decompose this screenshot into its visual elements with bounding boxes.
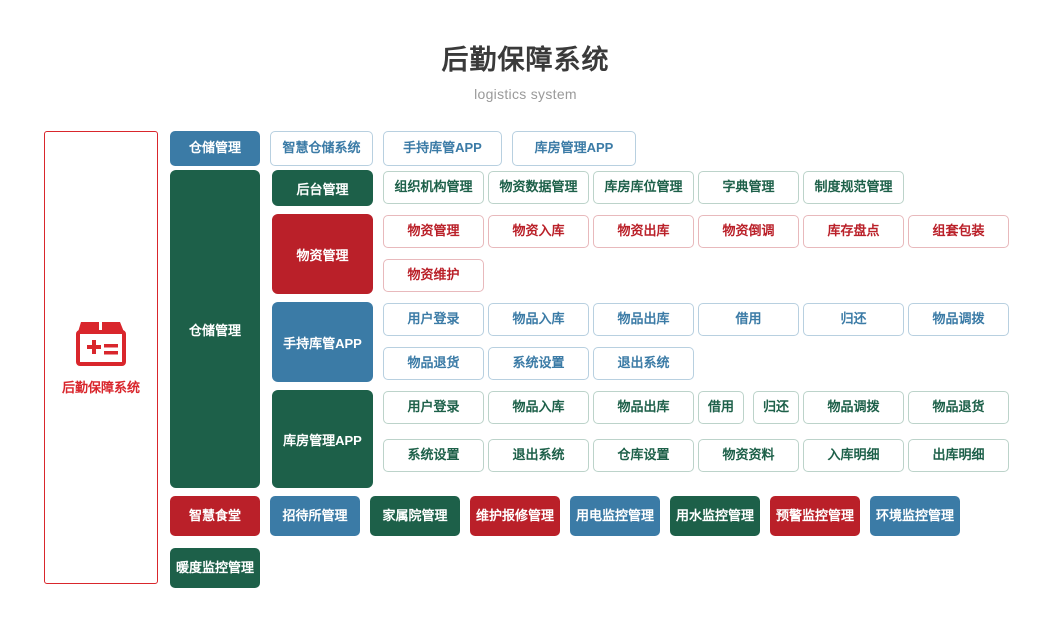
bottom-item-0-5[interactable]: 用水监控管理 (670, 496, 760, 536)
item-s3-r0-c2[interactable]: 物品出库 (593, 391, 694, 424)
item-s3-r0-c6[interactable]: 物品退货 (908, 391, 1009, 424)
item-s3-r1-c3[interactable]: 物资资料 (698, 439, 799, 472)
item-s2-r0-c4[interactable]: 归还 (803, 303, 904, 336)
item-s2-r0-c3[interactable]: 借用 (698, 303, 799, 336)
item-s2-r1-c2[interactable]: 退出系统 (593, 347, 694, 380)
bottom-item-0-6[interactable]: 预警监控管理 (770, 496, 860, 536)
item-s2-r0-c0[interactable]: 用户登录 (383, 303, 484, 336)
item-s3-r0-c3[interactable]: 借用 (698, 391, 744, 424)
item-s1-r0-c3[interactable]: 物资倒调 (698, 215, 799, 248)
bottom-item-1-0[interactable]: 暖度监控管理 (170, 548, 260, 588)
bottom-item-0-0[interactable]: 智慧食堂 (170, 496, 260, 536)
item-s0-r0-c2[interactable]: 库房库位管理 (593, 171, 694, 204)
item-s1-r1-c0[interactable]: 物资维护 (383, 259, 484, 292)
item-s3-r1-c5[interactable]: 出库明细 (908, 439, 1009, 472)
item-s1-r0-c2[interactable]: 物资出库 (593, 215, 694, 248)
top-row: 仓储管理 智慧仓储系统 手持库管APP 库房管理APP (170, 131, 636, 166)
brand-label: 后勤保障系统 (61, 380, 140, 395)
page-subtitle: logistics system (474, 86, 577, 102)
item-s2-r0-c5[interactable]: 物品调拨 (908, 303, 1009, 336)
item-s1-r0-c1[interactable]: 物资入库 (488, 215, 589, 248)
bottom-item-0-2[interactable]: 家属院管理 (370, 496, 460, 536)
item-s0-r0-c4[interactable]: 制度规范管理 (803, 171, 904, 204)
item-s3-r1-c0[interactable]: 系统设置 (383, 439, 484, 472)
group-column-storage[interactable]: 仓储管理 (170, 170, 260, 488)
item-s3-r1-c4[interactable]: 入库明细 (803, 439, 904, 472)
item-s1-r0-c4[interactable]: 库存盘点 (803, 215, 904, 248)
page-header: 后勤保障系统 logistics system (0, 0, 1051, 102)
item-s2-r0-c1[interactable]: 物品入库 (488, 303, 589, 336)
supply-box-icon (75, 319, 127, 367)
bottom-item-0-4[interactable]: 用电监控管理 (570, 496, 660, 536)
bottom-row-1: 暖度监控管理 (170, 548, 260, 588)
top-row-head[interactable]: 仓储管理 (170, 131, 260, 166)
page-title: 后勤保障系统 (441, 45, 610, 75)
item-s1-r0-c0[interactable]: 物资管理 (383, 215, 484, 248)
bottom-item-0-7[interactable]: 环境监控管理 (870, 496, 960, 536)
item-s3-r1-c1[interactable]: 退出系统 (488, 439, 589, 472)
item-s1-r0-c5[interactable]: 组套包装 (908, 215, 1009, 248)
item-s3-r0-c0[interactable]: 用户登录 (383, 391, 484, 424)
bottom-item-0-3[interactable]: 维护报修管理 (470, 496, 560, 536)
top-row-item-1[interactable]: 手持库管APP (383, 131, 502, 166)
bottom-item-0-1[interactable]: 招待所管理 (270, 496, 360, 536)
brand-panel: 后勤保障系统 (44, 131, 158, 584)
item-s3-r0-c1[interactable]: 物品入库 (488, 391, 589, 424)
section-label-3[interactable]: 库房管理APP (272, 390, 373, 488)
item-s0-r0-c1[interactable]: 物资数据管理 (488, 171, 589, 204)
item-s3-r0-c4[interactable]: 归还 (753, 391, 799, 424)
item-s2-r1-c0[interactable]: 物品退货 (383, 347, 484, 380)
section-label-2[interactable]: 手持库管APP (272, 302, 373, 382)
bottom-row-0: 智慧食堂 招待所管理 家属院管理 维护报修管理 用电监控管理 用水监控管理 预警… (170, 496, 960, 536)
item-s3-r0-c5[interactable]: 物品调拨 (803, 391, 904, 424)
item-s2-r0-c2[interactable]: 物品出库 (593, 303, 694, 336)
section-label-0[interactable]: 后台管理 (272, 170, 373, 206)
item-s3-r1-c2[interactable]: 仓库设置 (593, 439, 694, 472)
top-row-item-2[interactable]: 库房管理APP (512, 131, 636, 166)
item-s2-r1-c1[interactable]: 系统设置 (488, 347, 589, 380)
item-s0-r0-c3[interactable]: 字典管理 (698, 171, 799, 204)
item-s0-r0-c0[interactable]: 组织机构管理 (383, 171, 484, 204)
section-label-1[interactable]: 物资管理 (272, 214, 373, 294)
top-row-item-0[interactable]: 智慧仓储系统 (270, 131, 373, 166)
